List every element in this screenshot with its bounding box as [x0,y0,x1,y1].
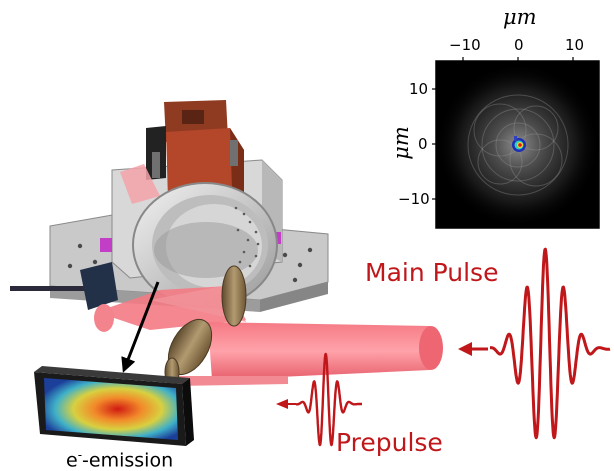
mirror-upper [221,265,247,327]
prepulse-arrow [276,399,296,409]
inset-x-tick: 0 [514,36,524,54]
inset-x-tick: 10 [565,36,585,54]
main-pulse-arrow [458,342,488,356]
emission-label: e--emission [66,448,173,471]
emission-label-minus: - [77,448,83,462]
arrow-to-detector [121,281,160,373]
inset-y-tick: 0 [418,135,428,153]
main-pulse-waveform [489,247,611,440]
emission-detector [34,366,194,446]
focal-spot-inset [432,57,600,229]
prepulse-label: Prepulse [336,428,443,457]
target-chamber-assembly [10,100,329,312]
inset-y-tick: −10 [398,190,430,208]
inset-y-axis-label: μm [388,126,413,160]
main-beam [208,322,443,380]
inset-x-axis-label: μm [503,5,537,29]
emission-label-e: e [66,449,78,471]
inset-x-tick: −10 [449,36,481,54]
prepulse-beam [176,376,288,386]
prepulse-waveform [295,352,363,447]
inset-y-tick: 10 [409,80,429,98]
main-pulse-label: Main Pulse [365,258,499,287]
focal-spot-core [512,136,526,152]
emission-label-rest: -emission [82,449,174,471]
